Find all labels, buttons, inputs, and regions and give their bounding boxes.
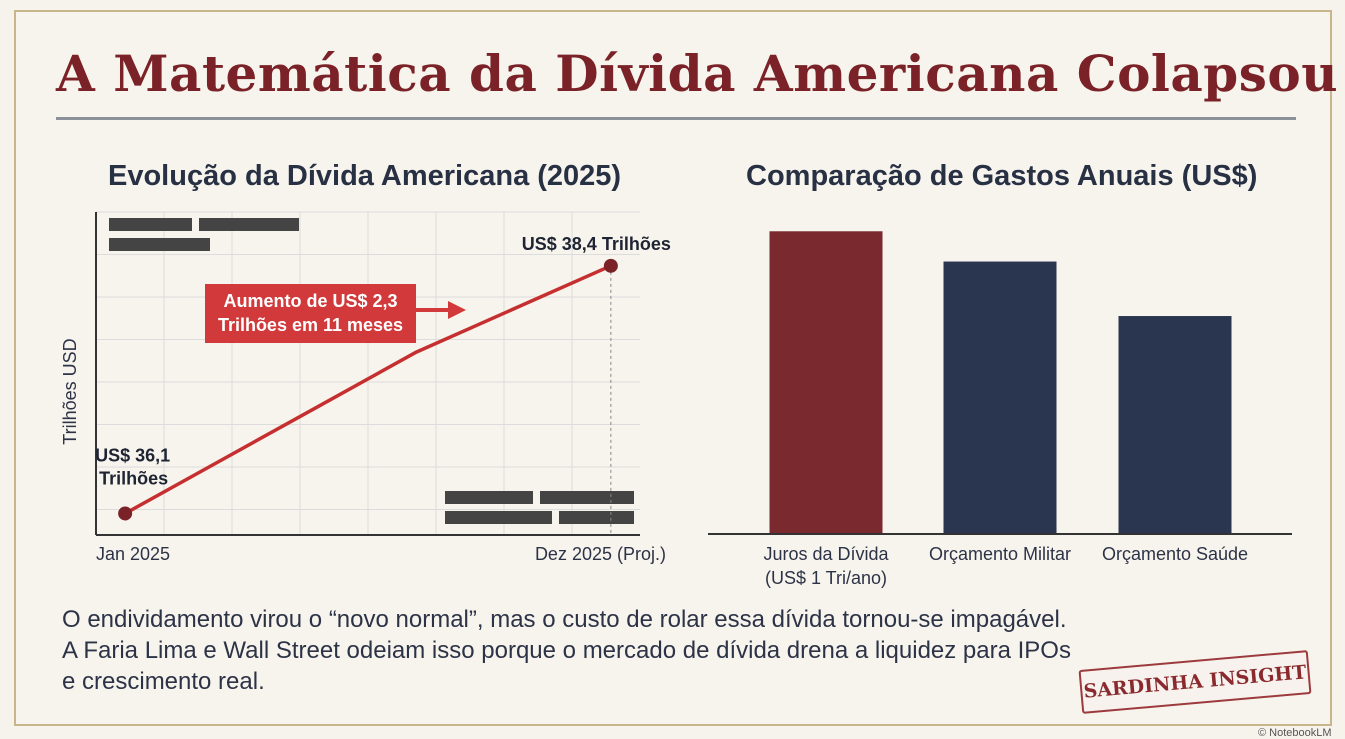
increase-callout-box	[205, 284, 416, 343]
page-title: A Matemática da Dívida Americana Colapso…	[56, 44, 1339, 103]
bar-2	[943, 261, 1057, 534]
y-axis-label: Trilhões USD	[60, 338, 80, 444]
line-chart-title: Evolução da Dívida Americana (2025)	[108, 160, 622, 192]
debt-series-line	[124, 264, 612, 515]
start-value-label-unit: Trilhões	[99, 468, 168, 488]
x-tick-label-end: Dez 2025 (Proj.)	[535, 544, 666, 564]
start-value-label: US$ 36,1	[95, 445, 170, 465]
bar-1	[769, 231, 883, 535]
redacted-blocks-bottom	[445, 491, 634, 524]
redacted-blocks-top	[109, 218, 299, 251]
bar-category-label: Juros da Dívida	[763, 544, 889, 564]
x-tick-label-start: Jan 2025	[96, 544, 170, 564]
bar-chart-title: Comparação de Gastos Anuais (US$)	[746, 160, 1258, 192]
watermark: © NotebookLM	[1258, 727, 1332, 739]
title-divider	[56, 117, 1296, 120]
poster-frame	[14, 10, 1332, 726]
start-point-marker	[118, 506, 133, 521]
end-point-marker	[603, 258, 618, 273]
bar-category-label: Orçamento Militar	[929, 544, 1071, 564]
footer-paragraph: O endividamento virou o “novo normal”, m…	[62, 606, 1071, 695]
bar-category-label: Orçamento Saúde	[1102, 544, 1248, 564]
bar-category-sublabel: (US$ 1 Tri/ano)	[765, 568, 887, 588]
bar-3	[1118, 316, 1232, 534]
callout-text-line2: Trilhões em 11 meses	[218, 315, 403, 335]
callout-text-line1: Aumento de US$ 2,3	[223, 291, 397, 311]
callout-arrow-head	[448, 301, 466, 319]
end-value-label: US$ 38,4 Trilhões	[522, 234, 671, 254]
